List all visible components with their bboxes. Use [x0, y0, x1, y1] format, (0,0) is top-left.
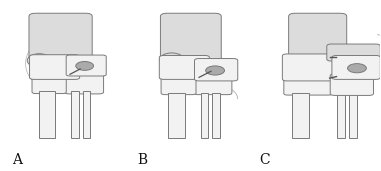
Bar — [83, 91, 90, 138]
Bar — [212, 93, 219, 138]
Text: A: A — [12, 153, 22, 167]
FancyBboxPatch shape — [284, 74, 332, 95]
FancyBboxPatch shape — [194, 58, 238, 81]
FancyBboxPatch shape — [289, 13, 347, 62]
Text: C: C — [259, 153, 269, 167]
FancyBboxPatch shape — [66, 55, 106, 76]
FancyBboxPatch shape — [161, 75, 196, 95]
FancyBboxPatch shape — [330, 74, 373, 95]
Bar — [38, 91, 55, 138]
Bar — [168, 93, 185, 138]
FancyBboxPatch shape — [159, 55, 210, 79]
FancyBboxPatch shape — [160, 13, 221, 62]
FancyBboxPatch shape — [32, 74, 66, 94]
Bar — [71, 91, 78, 138]
Bar — [201, 93, 208, 138]
Bar — [338, 93, 345, 138]
Text: B: B — [138, 153, 147, 167]
Bar — [292, 93, 309, 138]
FancyBboxPatch shape — [30, 55, 80, 79]
FancyBboxPatch shape — [64, 72, 104, 94]
Ellipse shape — [27, 54, 51, 67]
FancyBboxPatch shape — [327, 44, 380, 61]
FancyBboxPatch shape — [282, 54, 334, 81]
FancyBboxPatch shape — [194, 76, 232, 95]
Ellipse shape — [347, 64, 367, 73]
FancyBboxPatch shape — [29, 13, 92, 62]
FancyBboxPatch shape — [332, 55, 380, 79]
Ellipse shape — [159, 53, 184, 67]
Ellipse shape — [206, 66, 224, 75]
Bar — [349, 93, 357, 138]
Ellipse shape — [76, 62, 94, 70]
